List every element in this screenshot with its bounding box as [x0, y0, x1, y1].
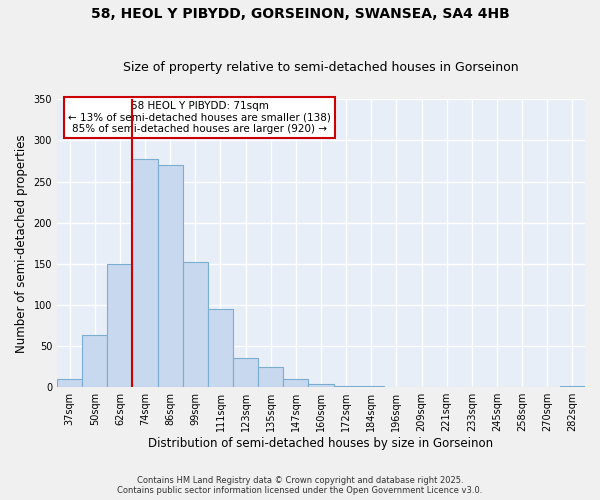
Bar — [308, 384, 334, 387]
Text: 58, HEOL Y PIBYDD, GORSEINON, SWANSEA, SA4 4HB: 58, HEOL Y PIBYDD, GORSEINON, SWANSEA, S… — [91, 8, 509, 22]
Text: Contains HM Land Registry data © Crown copyright and database right 2025.
Contai: Contains HM Land Registry data © Crown c… — [118, 476, 482, 495]
Bar — [57, 379, 82, 387]
Bar — [283, 379, 308, 387]
Bar — [158, 165, 183, 387]
Bar — [560, 386, 585, 387]
Y-axis label: Number of semi-detached properties: Number of semi-detached properties — [15, 134, 28, 352]
Text: 58 HEOL Y PIBYDD: 71sqm
← 13% of semi-detached houses are smaller (138)
85% of s: 58 HEOL Y PIBYDD: 71sqm ← 13% of semi-de… — [68, 100, 331, 134]
Bar — [82, 336, 107, 387]
Bar — [233, 358, 258, 387]
Bar — [107, 264, 133, 387]
Bar — [359, 386, 384, 387]
Bar — [183, 262, 208, 387]
Title: Size of property relative to semi-detached houses in Gorseinon: Size of property relative to semi-detach… — [123, 62, 519, 74]
Bar — [208, 309, 233, 387]
Bar — [334, 386, 359, 387]
X-axis label: Distribution of semi-detached houses by size in Gorseinon: Distribution of semi-detached houses by … — [148, 437, 494, 450]
Bar — [258, 368, 283, 387]
Bar — [133, 158, 158, 387]
